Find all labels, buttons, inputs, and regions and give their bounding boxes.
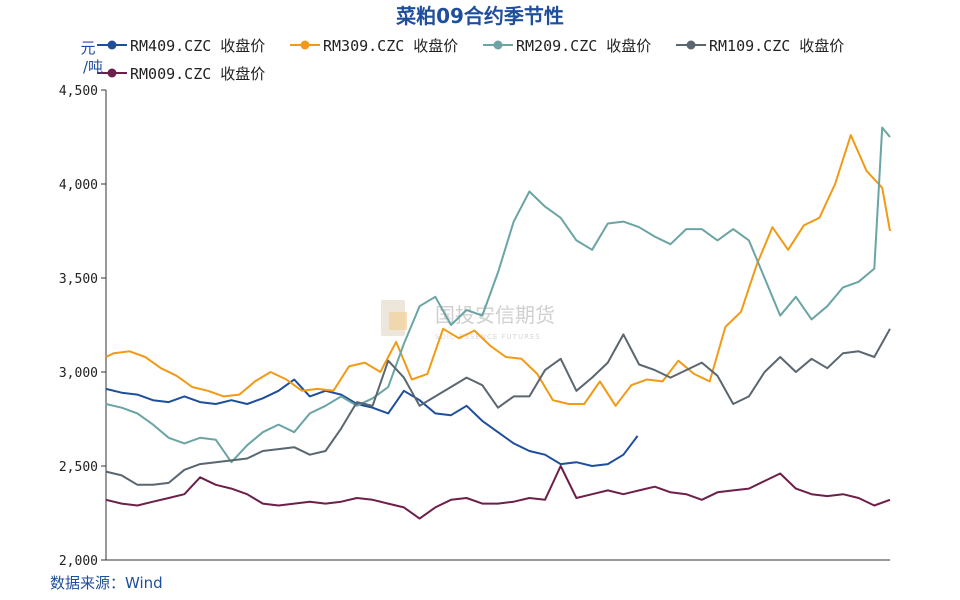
legend-marker-2 <box>493 40 503 50</box>
y-tick-label: 4,000 <box>59 178 98 193</box>
series-line-2 <box>105 126 891 464</box>
legend-label-2: RM209.CZC 收盘价 <box>516 37 651 55</box>
legend-label-1: RM309.CZC 收盘价 <box>323 37 458 55</box>
series-line-3 <box>105 328 891 486</box>
legend-marker-1 <box>300 40 310 50</box>
legend-marker-4 <box>107 68 117 78</box>
y-axis-unit-line1: 元 <box>80 39 95 57</box>
y-tick-label: 2,500 <box>59 460 98 475</box>
axes: 2,000 2,500 3,000 3,500 4,000 4,500 <box>59 84 890 569</box>
legend-label-3: RM109.CZC 收盘价 <box>709 37 844 55</box>
y-tick-label: 3,500 <box>59 272 98 287</box>
watermark-en: SDIC ESSENCE FUTURES <box>435 333 541 341</box>
legend-marker-0 <box>107 40 117 50</box>
series-line-0 <box>105 378 639 467</box>
watermark: 国投安信期货 SDIC ESSENCE FUTURES <box>381 300 555 341</box>
watermark-cn: 国投安信期货 <box>435 303 555 327</box>
legend-label-0: RM409.CZC 收盘价 <box>130 37 265 55</box>
y-tick-label: 4,500 <box>59 84 98 99</box>
watermark-logo-accent <box>389 312 407 330</box>
legend-marker-3 <box>686 40 696 50</box>
series-lines <box>105 126 891 520</box>
series-line-4 <box>105 465 891 520</box>
data-source: 数据来源：Wind <box>50 574 163 592</box>
y-tick-label: 3,000 <box>59 366 98 381</box>
y-axis-unit-line2: /吨 <box>83 58 103 76</box>
chart-title: 菜粕09合约季节性 <box>395 4 564 28</box>
series-line-1 <box>105 134 891 407</box>
legend-label-4: RM009.CZC 收盘价 <box>130 65 265 83</box>
y-tick-label: 2,000 <box>59 554 98 569</box>
legend: RM409.CZC 收盘价 RM309.CZC 收盘价 RM209.CZC 收盘价 R… <box>97 37 844 83</box>
